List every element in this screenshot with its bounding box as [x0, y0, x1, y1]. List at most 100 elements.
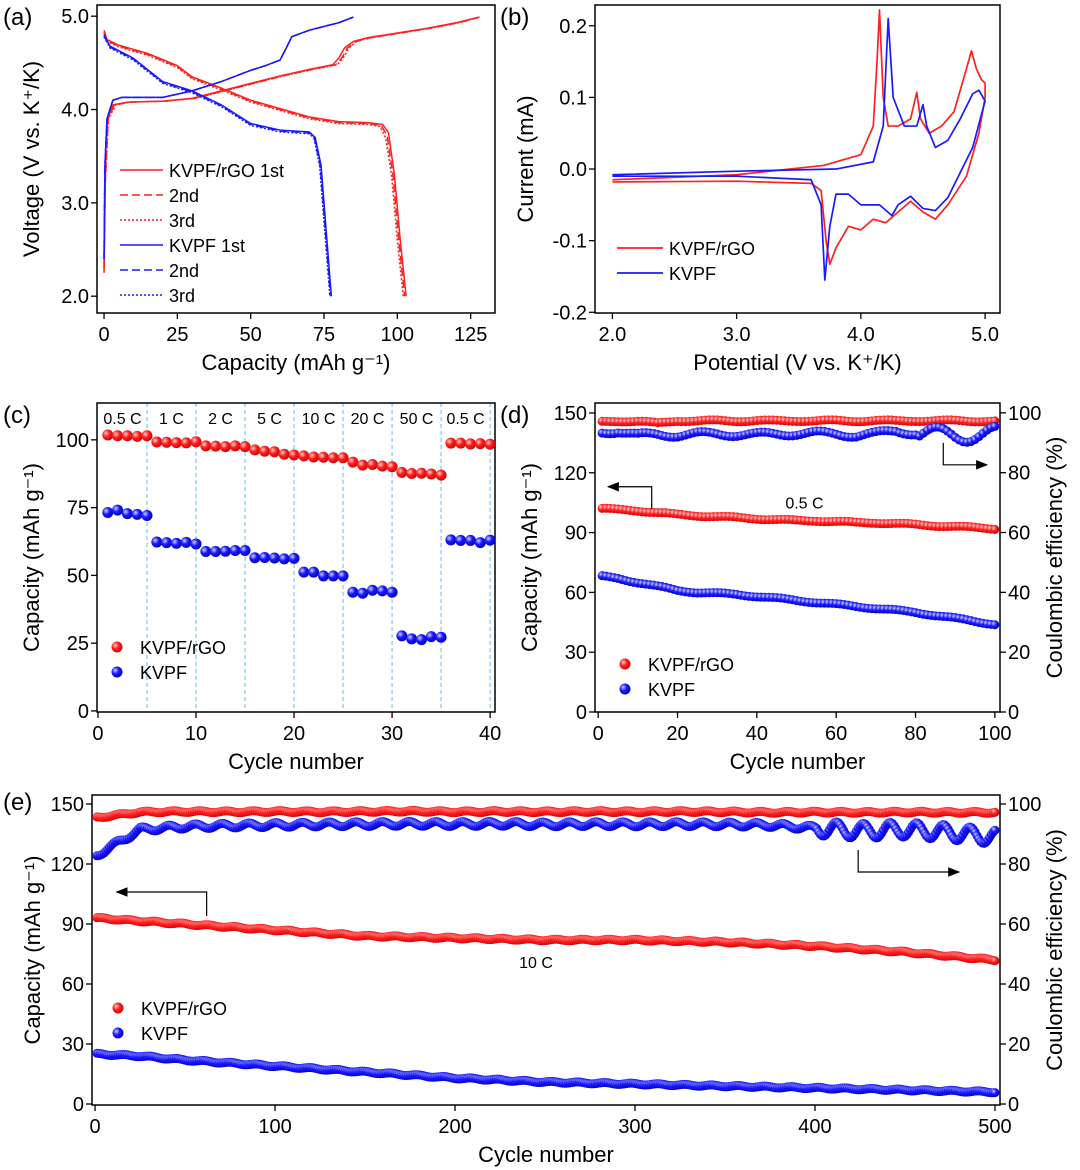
plot-frame — [594, 402, 1001, 713]
data-point — [190, 436, 202, 448]
legend-marker — [111, 666, 123, 678]
y-tick-label: 5.0 — [61, 6, 89, 28]
y-tick-label: 0.2 — [559, 16, 587, 38]
data-point — [990, 620, 1000, 630]
data-point — [288, 552, 300, 564]
data-point — [484, 438, 495, 450]
curve-charge — [103, 16, 480, 273]
legend-label: KVPF 1st — [169, 236, 245, 256]
rate-label: 5 C — [257, 411, 282, 428]
data-point — [357, 459, 369, 471]
plot-frame — [594, 4, 1001, 314]
data-point — [425, 631, 437, 643]
data-point — [161, 436, 173, 448]
x-tick-label: 60 — [825, 723, 847, 745]
x-tick-label: 200 — [438, 1116, 471, 1138]
y-right-tick-label: 20 — [1008, 1034, 1030, 1056]
y-tick-label: 60 — [62, 974, 84, 996]
data-point — [239, 441, 251, 453]
data-point — [219, 545, 231, 557]
panel-c: 0.5 C 1 C 2 C 5 C 10 C 20 C 50 C 0.5 C 0 10 20 30 40… — [3, 402, 501, 774]
data-point — [406, 467, 418, 479]
rate-label: 0.5 C — [103, 411, 141, 428]
x-tick-label: 75 — [313, 324, 335, 346]
data-point — [170, 537, 182, 549]
data-point — [229, 544, 241, 556]
curve-discharge — [103, 34, 333, 297]
x-tick-label: 40 — [746, 723, 768, 745]
legend-label: KVPF — [141, 1024, 188, 1044]
legend: KVPF/rGO KVPF — [619, 655, 734, 700]
legend-label: KVPF/rGO — [669, 239, 755, 259]
legend-label: KVPF/rGO 1st — [169, 161, 284, 181]
curve-charge — [103, 16, 480, 269]
plot-area — [103, 16, 480, 297]
data-point — [249, 444, 261, 456]
data-point — [445, 437, 457, 449]
x-axis-label: Cycle number — [730, 749, 866, 774]
data-point — [141, 430, 153, 442]
x-tick-label: 10 — [185, 723, 207, 745]
data-point — [268, 552, 280, 564]
data-point — [308, 566, 320, 578]
legend-label: 3rd — [169, 211, 195, 231]
x-tick-label: 30 — [381, 723, 403, 745]
data-point — [259, 552, 271, 563]
plot-area — [612, 9, 986, 281]
y-tick-label: 0 — [78, 701, 89, 723]
data-point — [229, 440, 241, 452]
y-right-tick-label: 0 — [1008, 1094, 1019, 1116]
panel-a: 0 25 50 75 100 125 2.0 3.0 4.0 5.0 Capacity (mAh g… — [3, 4, 496, 375]
y-tick-label: 0.0 — [559, 159, 587, 181]
y-tick-label: 0 — [73, 1094, 84, 1116]
y-axis-label: Current (mA) — [513, 95, 538, 222]
y-tick-label: 120 — [51, 854, 84, 876]
x-tick-label: 20 — [283, 723, 305, 745]
rate-annotation: 10 C — [519, 955, 553, 972]
data-point — [278, 553, 290, 565]
y-tick-label: 150 — [554, 403, 587, 425]
data-point — [210, 546, 222, 558]
y-tick-label: -0.2 — [553, 302, 587, 324]
panel-label: (c) — [3, 402, 31, 429]
y-tick-label: 90 — [62, 914, 84, 936]
data-point — [357, 587, 369, 599]
y-right-tick-label: 0 — [1008, 702, 1019, 724]
data-point — [268, 446, 280, 458]
y-axis-label: Capacity (mAh g⁻¹) — [20, 856, 45, 1045]
legend-label: 2nd — [169, 261, 199, 281]
plot-frame — [96, 402, 496, 713]
data-point — [990, 825, 1000, 835]
x-tick-label: 100 — [381, 324, 414, 346]
data-point — [376, 460, 388, 472]
panel-label: (d) — [500, 402, 529, 429]
x-tick-label: 125 — [454, 324, 487, 346]
data-point — [347, 586, 359, 598]
x-tick-label: 0 — [92, 723, 103, 745]
y-tick-label: 4.0 — [61, 100, 89, 122]
y-tick-label: 50 — [67, 565, 89, 587]
rate-label: 20 C — [351, 411, 385, 428]
data-point — [102, 507, 114, 519]
data-point — [366, 584, 378, 596]
plot-area — [102, 429, 495, 646]
y-tick-label: 100 — [56, 430, 89, 452]
rate-label: 1 C — [159, 411, 184, 428]
x-tick-label: 40 — [479, 723, 501, 745]
data-point — [455, 437, 467, 449]
y-tick-label: 30 — [565, 642, 587, 664]
x-tick-label: 25 — [166, 324, 188, 346]
curve-discharge — [103, 32, 404, 297]
data-point — [464, 534, 476, 546]
y-right-axis-label: Coulombic efficiency (%) — [1042, 437, 1067, 679]
y-tick-label: 75 — [67, 498, 89, 520]
data-point — [200, 546, 212, 558]
x-axis-label: Potential (V vs. K⁺/K) — [693, 350, 901, 375]
y-tick-label: 3.0 — [61, 193, 89, 215]
data-point — [435, 631, 447, 643]
data-point — [317, 451, 329, 463]
y-tick-label: 30 — [62, 1034, 84, 1056]
right-axis-arrow — [857, 850, 961, 877]
rate-label: 50 C — [400, 411, 434, 428]
left-axis-arrow — [606, 481, 653, 509]
